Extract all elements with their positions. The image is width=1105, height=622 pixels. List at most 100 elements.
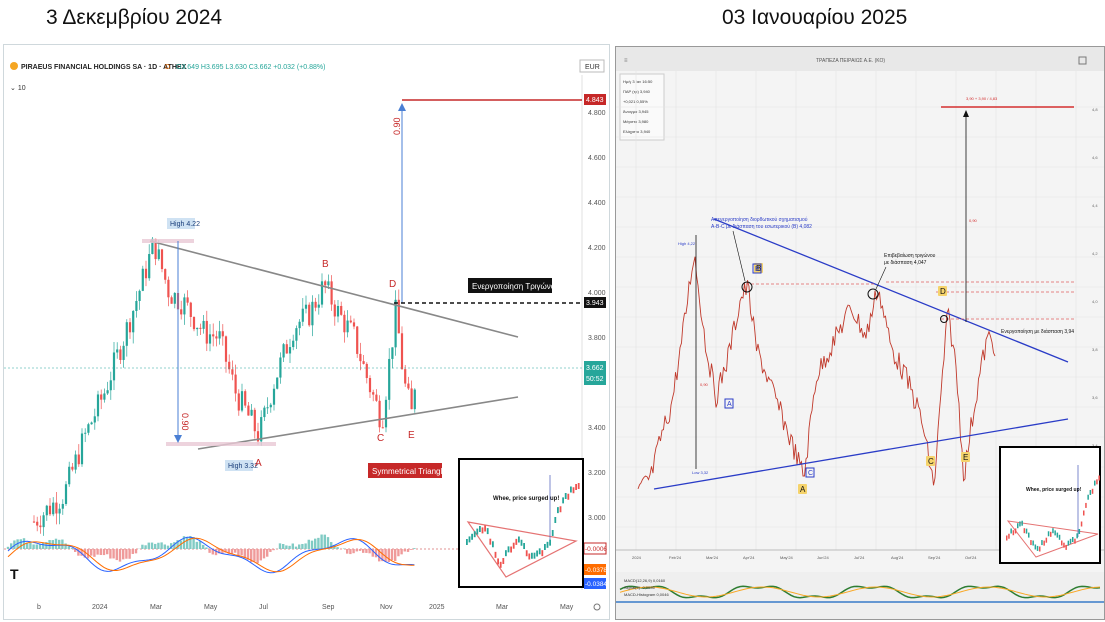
candle-body	[266, 407, 269, 409]
lower-trendline[interactable]	[653, 418, 1069, 490]
histogram-bar	[141, 544, 144, 549]
candle-body	[397, 299, 400, 334]
candle-body	[160, 249, 164, 270]
inner-wave-a-box	[724, 398, 734, 409]
histogram-bar	[38, 544, 42, 549]
left-chart-panel[interactable]: PIRAEUS FINANCIAL HOLDINGS SA · 1D · ATH…	[3, 44, 610, 620]
histogram-bar	[413, 548, 416, 549]
inset-triangle	[466, 521, 578, 578]
histogram-bar	[80, 549, 83, 556]
lower-trendline[interactable]	[197, 396, 519, 450]
time-tick-label: Mar'24	[706, 555, 719, 560]
target-price-tag	[584, 94, 606, 105]
histogram-bar	[410, 549, 413, 550]
histogram-bar	[403, 549, 406, 552]
candle-body	[324, 281, 327, 286]
inset-candle	[525, 550, 528, 557]
time-tick-label: May'24	[780, 555, 794, 560]
inset-candle	[518, 536, 520, 543]
inset-candle	[481, 527, 484, 534]
inset-candle	[1030, 540, 1032, 546]
histogram-bar	[355, 549, 358, 552]
candle-body	[352, 322, 356, 327]
candle-body	[298, 321, 301, 329]
settings-icon[interactable]	[593, 603, 601, 611]
right-date-title: 03 Ιανουαρίου 2025	[722, 6, 908, 29]
currency-label: EUR	[585, 64, 600, 71]
note-confirm-line1: Επιβεβαίωση τριγώνου	[884, 252, 936, 259]
candle-body	[333, 304, 336, 317]
histogram-bar	[163, 544, 166, 549]
symbol-logo-icon	[10, 62, 18, 70]
inner-wave-c: C	[808, 470, 813, 477]
candle-body	[77, 454, 80, 465]
inset-candle	[562, 497, 564, 504]
price-tick-label: 4.200	[588, 245, 606, 252]
histogram-bar	[234, 549, 237, 553]
histogram-bar	[282, 544, 285, 549]
time-tick-label: 2025	[429, 604, 445, 611]
inset-candle	[544, 544, 546, 550]
histogram-bar	[19, 539, 22, 549]
histogram-bar	[230, 549, 234, 554]
inset-candle	[1089, 490, 1092, 495]
histogram-bar	[371, 549, 374, 557]
histogram-bar	[214, 549, 218, 556]
inset-candle	[1083, 510, 1085, 516]
inset-candle	[554, 517, 557, 523]
histogram-bar	[93, 549, 96, 557]
histogram-bar	[150, 542, 154, 549]
time-tick-label: Sep'24	[928, 555, 941, 560]
wave-d-badge	[938, 286, 947, 296]
maximize-icon[interactable]	[1078, 56, 1087, 65]
low-marker	[166, 442, 276, 446]
histogram-bar	[358, 549, 362, 551]
price-tick-label: 3.800	[588, 335, 606, 342]
inset-candle	[1041, 540, 1043, 546]
candle-body	[240, 391, 244, 411]
toolbar	[616, 47, 1104, 71]
histogram-bar	[381, 549, 384, 562]
info-line: ΠΑΡ (τρ) 3,940	[623, 89, 651, 94]
price-tick-label: 3,6	[1092, 395, 1098, 400]
candle-body	[119, 349, 122, 360]
inset-candle	[499, 561, 502, 568]
price-tick-label: 3.400	[588, 425, 606, 432]
currency-button[interactable]	[579, 59, 605, 73]
price-tick-label: 4,4	[1092, 203, 1098, 208]
histogram-bar	[349, 549, 352, 555]
inset-candle	[1065, 544, 1067, 550]
candle-body	[365, 363, 368, 379]
inset-candle	[570, 486, 572, 493]
time-tick-label: Aug'24	[891, 555, 904, 560]
right-chart-panel[interactable]: ΤΡΑΠΕΖΑ ΠΕΙΡΑΙΩΣ Α.Ε. (ΚΟ) ≡ Ημ/γ 3 Ιαν …	[615, 46, 1105, 620]
histogram-bar	[147, 542, 150, 549]
interval-selector[interactable]: ⌄ 10	[10, 85, 26, 92]
candle-body	[317, 304, 320, 308]
upper-trendline[interactable]	[713, 218, 1069, 363]
time-tick-label: Mar	[496, 604, 509, 611]
histogram-bar	[301, 543, 304, 549]
inset-candle	[1076, 533, 1078, 539]
inset-candle	[1074, 538, 1076, 544]
last-price-tag	[584, 361, 606, 385]
histogram-bar	[291, 543, 294, 549]
histogram-bar	[26, 542, 29, 549]
candle-body	[141, 268, 144, 291]
candle-body	[237, 393, 240, 411]
left-price-chart[interactable]: PIRAEUS FINANCIAL HOLDINGS SA · 1D · ATH…	[4, 45, 609, 619]
upper-trendline[interactable]	[149, 240, 519, 338]
inset-candle	[1054, 530, 1056, 536]
histogram-bar	[342, 548, 346, 549]
indicator-value-2: -0.0378	[585, 567, 607, 574]
right-price-chart[interactable]: ΤΡΑΠΕΖΑ ΠΕΙΡΑΙΩΣ Α.Ε. (ΚΟ) ≡ Ημ/γ 3 Ιαν …	[616, 47, 1104, 619]
histogram-bar	[368, 549, 371, 554]
menu-icon[interactable]: ≡	[624, 58, 628, 64]
candle-body	[154, 238, 157, 260]
candle-body	[61, 503, 64, 509]
projection-label: 0.90	[392, 117, 402, 135]
histogram-bar	[102, 549, 106, 556]
histogram-bar	[400, 549, 403, 555]
histogram-bar	[352, 549, 355, 554]
activation-label: Ενεργοποίηση Τριγώνου	[472, 282, 560, 291]
